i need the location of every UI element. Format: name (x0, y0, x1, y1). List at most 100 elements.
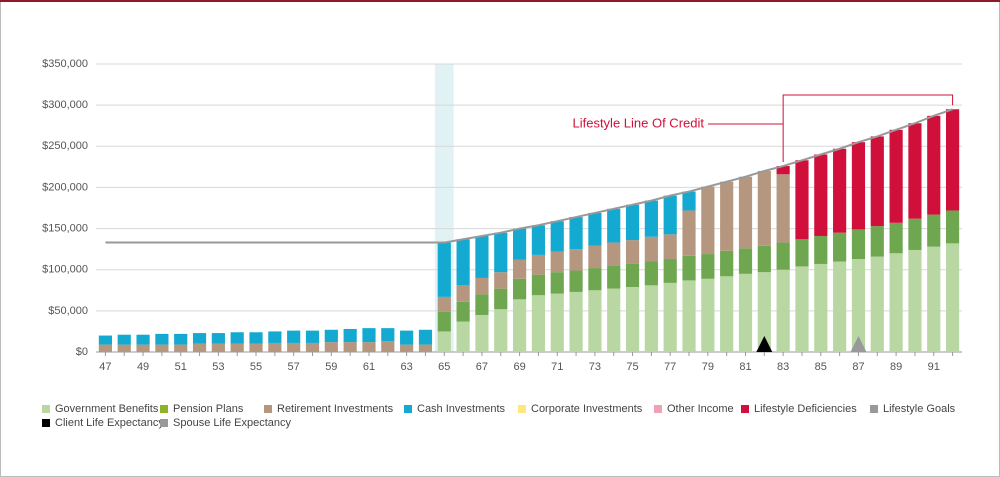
legend-swatch (42, 405, 50, 413)
bar-segment (287, 342, 301, 352)
bar-segment (625, 240, 640, 264)
y-tick-label: $150,000 (42, 222, 88, 234)
x-tick-label: 83 (777, 361, 789, 373)
bar-segment (908, 218, 922, 250)
y-tick-label: $0 (76, 346, 88, 358)
bar-segment (908, 123, 922, 219)
bar-segment (531, 225, 546, 255)
legend-swatch (654, 405, 662, 413)
bar-segment (889, 253, 903, 352)
bar-segment (211, 343, 225, 352)
x-tick-label: 87 (852, 361, 864, 373)
bar-segment (569, 270, 583, 292)
x-tick-label: 51 (175, 361, 187, 373)
y-tick-label: $200,000 (42, 181, 88, 193)
bar-segment (720, 250, 734, 277)
legend-label: Cash Investments (417, 403, 506, 415)
x-tick-label: 77 (664, 361, 676, 373)
legend-label: Client Life Expectancy (55, 417, 164, 429)
bar-segment (512, 299, 527, 352)
legend-swatch (160, 405, 168, 413)
bar-segment (475, 277, 489, 295)
legend-swatch (404, 405, 412, 413)
bar-segment (625, 263, 640, 287)
bar-segment (512, 278, 527, 300)
bar-segment (588, 245, 602, 269)
bar-segment (569, 249, 583, 271)
bar-segment (682, 210, 696, 256)
legend-label: Other Income (667, 403, 734, 415)
bar-segment (945, 243, 960, 352)
bar-segment (531, 254, 546, 275)
legend-swatch (870, 405, 878, 413)
bar-segment (475, 235, 489, 278)
bar-segment (155, 344, 169, 352)
bar-segment (644, 236, 658, 262)
annotation-text: Lifestyle Line Of Credit (572, 115, 704, 130)
bar-segment (663, 259, 677, 283)
bar-segment (305, 330, 320, 343)
bar-segment (512, 259, 527, 279)
bar-segment (776, 166, 790, 175)
bar-segment (211, 333, 225, 344)
bar-segment (494, 272, 508, 289)
bar-segment (475, 314, 489, 352)
bar-segment (550, 272, 564, 294)
life-expectancy-marker (850, 336, 867, 352)
bar-segment (512, 228, 527, 260)
bar-segment (795, 239, 809, 267)
bar-segment (814, 235, 828, 264)
legend-swatch (264, 405, 272, 413)
bar-segment (757, 170, 771, 246)
x-tick-label: 71 (551, 361, 563, 373)
legend-label: Spouse Life Expectancy (173, 417, 292, 429)
bar-segment (343, 342, 357, 352)
bar-segment (851, 259, 866, 352)
bar-segment (192, 333, 207, 344)
bar-segment (588, 290, 602, 352)
x-tick-label: 61 (363, 361, 375, 373)
legend-swatch (741, 405, 749, 413)
bar-segment (908, 249, 922, 352)
bar-segment (268, 331, 282, 343)
bar-segment (795, 266, 809, 352)
bar-segment (833, 261, 847, 352)
bar-segment (230, 343, 244, 352)
bar-segment (945, 210, 960, 244)
bar-segment (98, 335, 113, 345)
bar-segment (663, 195, 677, 235)
bar-segment (494, 309, 508, 352)
bar-segment (814, 154, 828, 236)
bar-segment (343, 328, 357, 343)
bar-segment (136, 344, 150, 352)
x-tick-label: 55 (250, 361, 262, 373)
x-tick-label: 67 (476, 361, 488, 373)
bar-segment (381, 328, 395, 342)
legend-swatch (42, 419, 50, 427)
x-tick-label: 57 (288, 361, 300, 373)
bar-segment (682, 280, 696, 352)
bar-segment (400, 344, 414, 352)
bar-segment (776, 174, 790, 243)
bar-segment (682, 191, 696, 211)
bar-segment (625, 286, 640, 352)
bar-segment (249, 332, 263, 344)
bar-segment (569, 217, 583, 250)
bar-segment (701, 186, 715, 255)
y-tick-label: $350,000 (42, 58, 88, 70)
bar-segment (889, 222, 903, 254)
y-tick-label: $250,000 (42, 140, 88, 152)
bar-segment (607, 288, 621, 352)
bar-segment (870, 136, 884, 227)
bar-segment (851, 229, 866, 260)
x-tick-label: 85 (815, 361, 827, 373)
bar-segment (550, 293, 564, 352)
bar-segment (305, 342, 320, 352)
bar-segment (117, 334, 131, 345)
bar-segment (155, 333, 169, 345)
bar-segment (192, 343, 207, 352)
bar-segment (776, 242, 790, 270)
bar-segment (381, 341, 395, 352)
y-tick-label: $50,000 (48, 305, 88, 317)
